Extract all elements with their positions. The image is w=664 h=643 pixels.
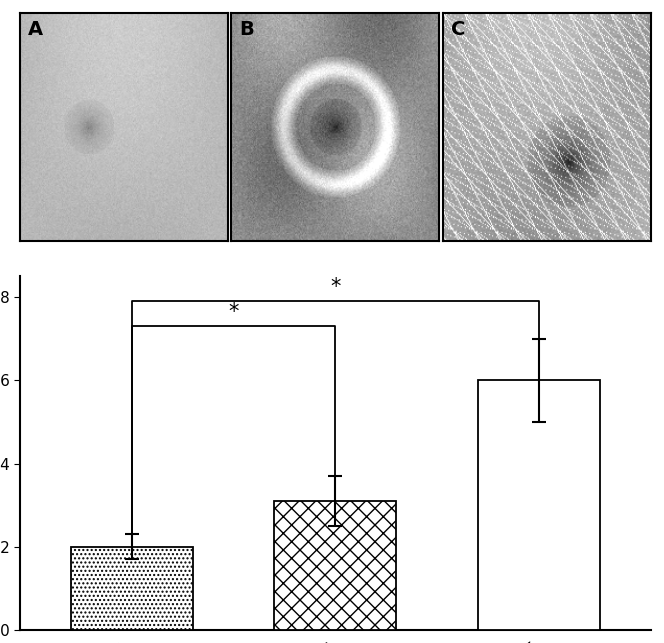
Bar	[71, 547, 193, 630]
Text: *: *	[330, 277, 341, 297]
Bar	[274, 501, 396, 630]
Text: C: C	[451, 20, 465, 39]
Bar	[478, 380, 600, 630]
Text: *: *	[228, 302, 239, 322]
Text: A: A	[29, 20, 43, 39]
Text: B: B	[240, 20, 254, 39]
